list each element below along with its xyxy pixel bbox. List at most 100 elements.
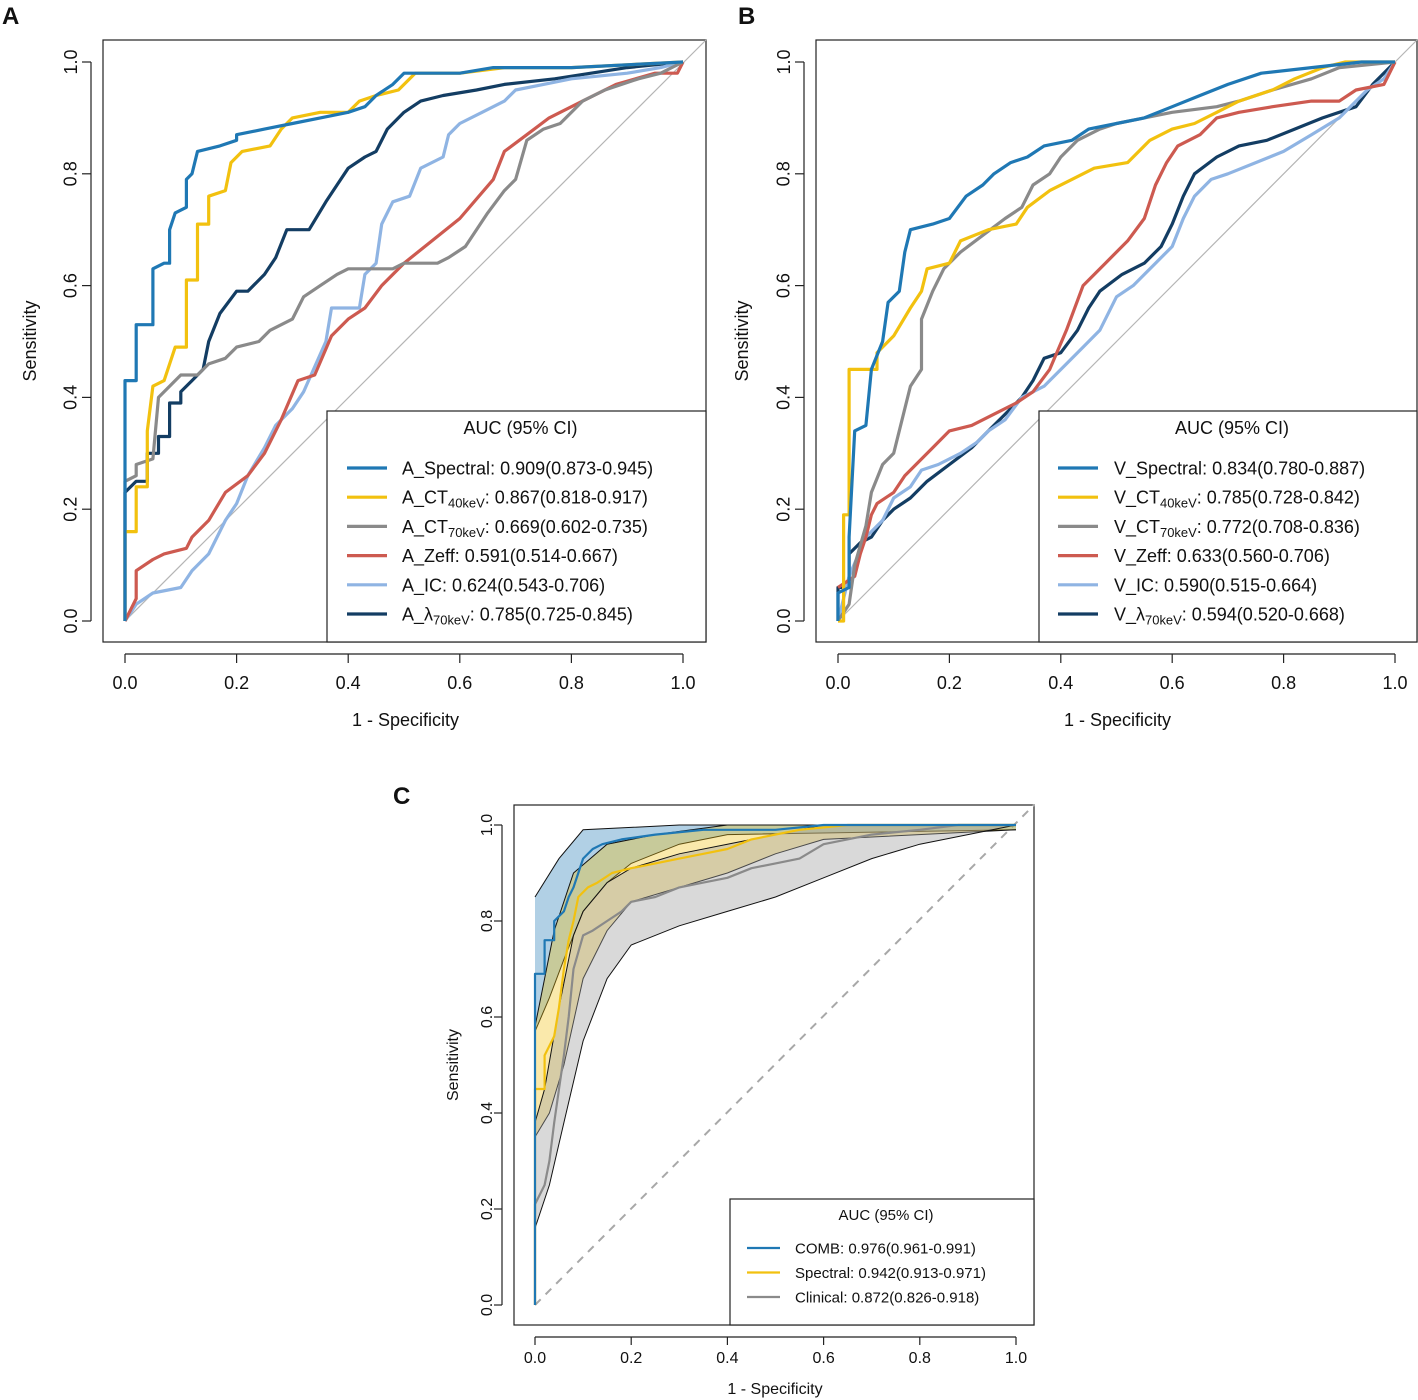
y-tick-label: 0.8 xyxy=(479,910,496,932)
panel-a: A 0.0 0.2 0.4 0.6 0.8 1.0 1 - Specificity 0.0 0.2… xyxy=(2,3,707,730)
legend-label: V_Zeff: 0.633(0.560-0.706) xyxy=(1114,546,1330,567)
panel-label: C xyxy=(393,783,410,810)
legend-box xyxy=(729,1198,1035,1326)
legend: AUC (95% CI) A_Spectral: 0.909(0.873-0.94… xyxy=(326,410,707,643)
y-axis-label: Sensitivity xyxy=(732,300,752,381)
x-axis-label: 1 - Specificity xyxy=(352,710,459,730)
legend-entry: A_Spectral: 0.909(0.873-0.945) xyxy=(347,458,653,479)
x-tick-label: 0.8 xyxy=(559,673,584,693)
y-tick-label: 0.4 xyxy=(774,385,794,410)
x-axis: 0.0 0.2 0.4 0.6 0.8 1.0 1 - Specificity xyxy=(112,653,696,730)
legend-label: V_CT40keV: 0.785(0.728-0.842) xyxy=(1114,488,1360,511)
y-tick-label: 0.6 xyxy=(774,273,794,298)
y-tick-label: 0.0 xyxy=(479,1294,496,1316)
panel-label: B xyxy=(738,3,755,30)
x-tick-label: 1.0 xyxy=(670,673,695,693)
legend: AUC (95% CI) COMB: 0.976(0.961-0.991) Spec… xyxy=(729,1198,1035,1326)
legend-box xyxy=(1038,410,1418,643)
x-tick-label: 0.2 xyxy=(937,673,962,693)
y-tick-label: 0.0 xyxy=(774,608,794,633)
y-tick-label: 0.6 xyxy=(479,1006,496,1028)
legend-label: V_CT70keV: 0.772(0.708-0.836) xyxy=(1114,517,1360,540)
y-tick-label: 1.0 xyxy=(479,814,496,836)
roc-curve-spectral xyxy=(533,823,1016,1305)
legend-entry: A_CT40keV: 0.867(0.818-0.917) xyxy=(347,488,648,511)
legend-label: A_λ70keV: 0.785(0.725-0.845) xyxy=(402,604,633,627)
y-tick-label: 0.6 xyxy=(61,273,81,298)
legend-label: A_CT40keV: 0.867(0.818-0.917) xyxy=(402,488,648,511)
y-tick-label: 0.4 xyxy=(61,385,81,410)
legend-entry: COMB: 0.976(0.961-0.991) xyxy=(747,1240,976,1257)
panel-c: C 0.0 0.2 0.4 0.6 0.8 1.0 1 - Specificity 0.0 0.2… xyxy=(393,783,1035,1398)
x-tick-label: 1.0 xyxy=(1382,673,1407,693)
roc-curve-a_spectral xyxy=(123,60,684,621)
legend-title: AUC (95% CI) xyxy=(463,418,577,438)
x-tick-label: 0.2 xyxy=(620,1350,642,1367)
legend-label: V_λ70keV: 0.594(0.520-0.668) xyxy=(1114,604,1345,627)
legend-label: Spectral: 0.942(0.913-0.971) xyxy=(795,1265,986,1282)
x-tick-label: 0.6 xyxy=(447,673,472,693)
x-axis-label: 1 - Specificity xyxy=(1064,710,1171,730)
legend-entry: A_Zeff: 0.591(0.514-0.667) xyxy=(347,546,618,567)
ci-band-comb xyxy=(535,825,1016,1032)
legend-entry: A_IC: 0.624(0.543-0.706) xyxy=(347,575,605,596)
legend-label: V_IC: 0.590(0.515-0.664) xyxy=(1114,575,1317,596)
y-tick-label: 0.4 xyxy=(479,1102,496,1124)
x-tick-label: 1.0 xyxy=(1005,1350,1027,1367)
reference-diagonal xyxy=(837,39,1418,622)
x-axis: 0.0 0.2 0.4 0.6 0.8 1.0 1 - Specificity xyxy=(524,1336,1027,1398)
roc-curve-comb xyxy=(533,823,1016,1305)
legend-entry: V_CT70keV: 0.772(0.708-0.836) xyxy=(1058,517,1360,540)
legend-entry: A_λ70keV: 0.785(0.725-0.845) xyxy=(347,604,633,627)
y-axis: 0.0 0.2 0.4 0.6 0.8 1.0 Sensitivity xyxy=(445,814,503,1316)
legend-entry: V_λ70keV: 0.594(0.520-0.668) xyxy=(1058,604,1345,627)
roc-curve-v_spectral xyxy=(836,60,1395,621)
roc-curve-v_ct70kev xyxy=(836,60,1396,622)
legend-box xyxy=(326,410,707,643)
legend-entry: V_IC: 0.590(0.515-0.664) xyxy=(1058,575,1317,596)
x-tick-label: 0.6 xyxy=(1160,673,1185,693)
y-axis: 0.0 0.2 0.4 0.6 0.8 1.0 Sensitivity xyxy=(732,49,805,634)
roc-curve-a_ct70kev xyxy=(123,60,684,621)
legend: AUC (95% CI) V_Spectral: 0.834(0.780-0.88… xyxy=(1038,410,1418,643)
legend-label: Clinical: 0.872(0.826-0.918) xyxy=(795,1289,979,1306)
x-tick-label: 0.4 xyxy=(336,673,361,693)
roc-curve-v_ic xyxy=(836,61,1397,622)
roc-curve-v_zeff xyxy=(837,61,1397,589)
y-tick-label: 0.2 xyxy=(61,497,81,522)
y-tick-label: 0.0 xyxy=(61,608,81,633)
reference-diagonal xyxy=(534,804,1035,1306)
x-tick-label: 0.4 xyxy=(1048,673,1073,693)
legend-label: COMB: 0.976(0.961-0.991) xyxy=(795,1240,976,1257)
y-tick-label: 0.8 xyxy=(61,161,81,186)
legend-entry: Spectral: 0.942(0.913-0.971) xyxy=(747,1265,986,1282)
x-tick-label: 0.6 xyxy=(812,1350,834,1367)
roc-curve-clinical xyxy=(533,823,1016,1305)
panel-b: B 0.0 0.2 0.4 0.6 0.8 1.0 1 - Specificity 0.0 0.2… xyxy=(732,3,1418,730)
legend-entry: Clinical: 0.872(0.826-0.918) xyxy=(747,1289,979,1306)
x-axis-label: 1 - Specificity xyxy=(727,1381,822,1398)
legend-title: AUC (95% CI) xyxy=(1175,418,1289,438)
x-tick-label: 0.0 xyxy=(524,1350,546,1367)
x-tick-label: 0.0 xyxy=(825,673,850,693)
legend-label: A_IC: 0.624(0.543-0.706) xyxy=(402,575,605,596)
roc-curve-a_ic xyxy=(123,60,684,622)
legend-entry: V_CT40keV: 0.785(0.728-0.842) xyxy=(1058,488,1360,511)
x-tick-label: 0.4 xyxy=(716,1350,738,1367)
legend-label: A_CT70keV: 0.669(0.602-0.735) xyxy=(402,517,648,540)
legend-label: A_Spectral: 0.909(0.873-0.945) xyxy=(402,458,653,479)
y-axis-label: Sensitivity xyxy=(445,1029,462,1101)
y-axis: 0.0 0.2 0.4 0.6 0.8 1.0 Sensitivity xyxy=(20,49,92,634)
legend-label: V_Spectral: 0.834(0.780-0.887) xyxy=(1114,458,1365,479)
x-tick-label: 0.2 xyxy=(224,673,249,693)
x-tick-label: 0.8 xyxy=(1271,673,1296,693)
y-tick-label: 1.0 xyxy=(61,49,81,74)
y-tick-label: 0.2 xyxy=(479,1198,496,1220)
ci-band-clinical xyxy=(535,825,1016,1229)
legend-entry: A_CT70keV: 0.669(0.602-0.735) xyxy=(347,517,648,540)
roc-curve-a_ct40kev xyxy=(123,60,684,621)
y-tick-label: 0.8 xyxy=(774,161,794,186)
x-tick-label: 0.0 xyxy=(112,673,137,693)
x-tick-label: 0.8 xyxy=(909,1350,931,1367)
legend-entry: V_Zeff: 0.633(0.560-0.706) xyxy=(1058,546,1330,567)
